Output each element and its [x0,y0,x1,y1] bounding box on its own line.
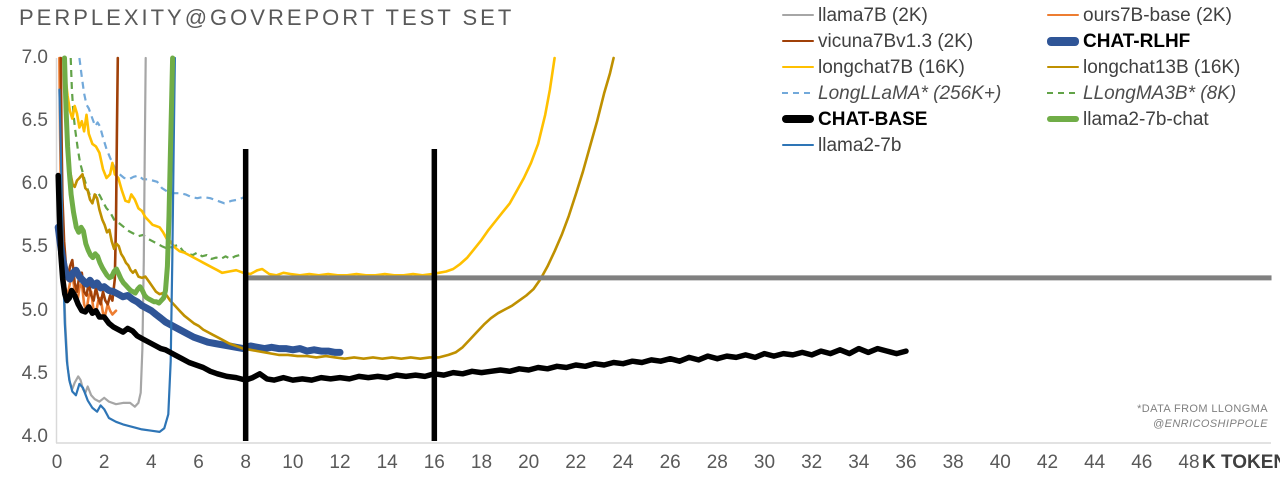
legend-label-longchat7B: longchat7B (16K) [818,56,965,78]
legend-label-ours7bBase: ours7B-base (2K) [1083,4,1232,26]
legend-item-longLLaMA: LongLLaMA* (256K+) [782,80,1001,106]
x-tick-label-24: 24 [612,452,634,473]
x-tick-label-10: 10 [282,452,304,473]
x-tick-label-0: 0 [51,452,63,473]
x-tick-label-36: 36 [895,452,917,473]
x-tick-label-28: 28 [706,452,728,473]
y-tick-label-6.0: 6.0 [21,173,48,195]
x-tick-label-38: 38 [942,452,964,473]
x-tick-label-18: 18 [470,452,493,473]
x-tick-label-46: 46 [1131,452,1153,473]
legend-item-chatBase: CHAT-BASE [782,106,1001,132]
series-line-llama2_7b [58,56,176,433]
legend-label-vicuna7Bv13: vicuna7Bv1.3 (2K) [818,30,974,52]
y-tick-label-6.5: 6.5 [21,110,48,132]
series-line-chatRlhf [54,223,344,356]
legend-item-longchat13B: longchat13B (16K) [1047,54,1240,80]
legend-label-llama7B: llama7B (2K) [818,4,928,26]
series-line-longchat13B [62,56,615,361]
y-tick-label-7.0: 7.0 [21,47,48,68]
legend-item-llama2_7b: llama2-7b [782,132,1001,158]
legend-item-chatRlhf: CHAT-RLHF [1047,28,1240,54]
x-tick-label-40: 40 [989,452,1011,473]
legend-line-swatch-icon [782,144,814,146]
legend-label-longLLaMA: LongLLaMA* (256K+) [818,82,1002,104]
x-tick-label-20: 20 [518,452,540,473]
x-axis: 0 2 4 6 8 10 12 14 16 18 20 22 24 26 28 30 32 34 36 38 40 42 4… [0,452,1280,478]
x-tick-label-12: 12 [329,452,351,473]
x-tick-label-8: 8 [240,452,251,473]
chart-title: PERPLEXITY@GOVREPORT TEST SET [19,5,515,30]
legend-column-1: llama7B (2K) vicuna7Bv1.3 (2K) longchat7B … [782,2,1001,158]
legend-label-chatRlhf: CHAT-RLHF [1083,30,1191,52]
annotation-line-1: *DATA FROM LLONGMA [1137,403,1268,415]
legend-line-swatch-icon [1047,13,1079,17]
legend-item-llongMA3B: LLongMA3B* (8K) [1047,80,1240,106]
legend-item-llama2_7b_chat: llama2-7b-chat [1047,106,1240,132]
series-line-llongMA3B [69,57,245,260]
x-tick-label-16: 16 [423,452,445,473]
x-tick-label-6: 6 [193,452,204,473]
legend-label-chatBase: CHAT-BASE [818,108,928,130]
series-line-longchat7B [62,56,556,277]
x-tick-label-2: 2 [98,452,110,473]
x-tick-label-14: 14 [376,452,398,473]
legend-label-llongMA3B: LLongMA3B* (8K) [1083,82,1237,104]
legend-line-swatch-icon [782,65,814,69]
legend-label-llama2_7b_chat: llama2-7b-chat [1083,108,1209,130]
legend-line-swatch-icon [782,14,814,16]
legend-item-ours7bBase: ours7B-base (2K) [1047,2,1240,28]
x-tick-label-30: 30 [753,452,776,473]
y-axis: 7.0 6.5 6.0 5.5 5.0 4.5 4.0 [0,0,48,487]
y-tick-label-5.0: 5.0 [21,299,48,321]
legend-item-vicuna7Bv13: vicuna7Bv1.3 (2K) [782,28,1001,54]
legend-line-swatch-icon [782,115,814,123]
x-tick-label-32: 32 [801,452,823,473]
y-tick-label-5.5: 5.5 [21,236,48,258]
x-tick-label-42: 42 [1036,452,1059,473]
y-tick-label-4.5: 4.5 [21,362,48,384]
legend-line-swatch-icon [1047,65,1079,69]
legend-label-longchat13B: longchat13B (16K) [1083,56,1241,78]
source-annotation: *DATA FROM LLONGMA @ENRICOSHIPPOLE [1137,402,1268,432]
annotation-line-2: @ENRICOSHIPPOLE [1153,418,1268,430]
legend-item-longchat7B: longchat7B (16K) [782,54,1001,80]
series-line-llama2_7b_chat [62,55,176,306]
y-tick-label-4.0: 4.0 [21,425,48,447]
series-line-chatBase [55,172,909,383]
x-tick-label-44: 44 [1084,452,1106,473]
legend-line-swatch-icon [1047,92,1079,94]
legend-item-llama7B: llama7B (2K) [782,2,1001,28]
x-tick-label-26: 26 [659,452,681,473]
series-line-longLLaMA [78,57,245,205]
legend-column-2: ours7B-base (2K) CHAT-RLHF longchat13B (16… [1047,2,1240,132]
legend-line-swatch-icon [1047,116,1079,122]
legend-line-swatch-icon [782,39,814,43]
x-tick-label-22: 22 [565,452,587,473]
x-tick-label-34: 34 [848,452,870,473]
x-axis-unit-label: K TOKEN [1202,452,1280,473]
legend-line-swatch-icon [782,92,814,94]
x-tick-label-48: 48 [1178,452,1200,473]
legend-label-llama2_7b: llama2-7b [818,134,902,156]
x-tick-label-4: 4 [146,452,157,473]
legend-line-swatch-icon [1047,36,1079,46]
